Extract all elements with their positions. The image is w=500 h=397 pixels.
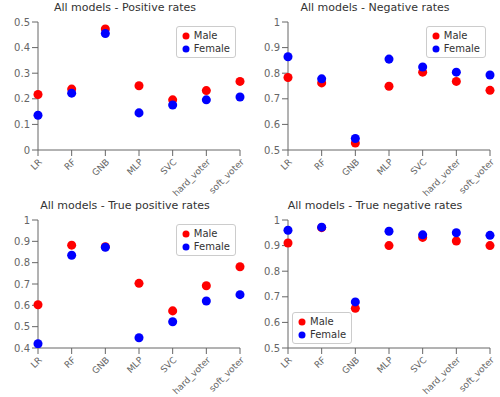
svg-text:LR: LR (29, 355, 44, 370)
html-text:Female: Female (193, 43, 230, 54)
svg-text:0.6: 0.6 (264, 119, 280, 130)
svg-text:GNB: GNB (90, 157, 111, 178)
html-text:All models - True positive rat: All models - True positive rates (40, 199, 210, 212)
svg-text:0.4: 0.4 (14, 343, 30, 354)
svg-text:GNB: GNB (340, 157, 361, 178)
svg-text:0.5: 0.5 (14, 321, 30, 332)
svg-text:MLP: MLP (375, 354, 395, 374)
svg-text:0.5: 0.5 (264, 145, 280, 156)
svg-text:1: 1 (274, 215, 280, 226)
svg-text:SVC: SVC (409, 355, 429, 375)
svg-text:0.9: 0.9 (264, 240, 280, 251)
svg-text:0.9: 0.9 (14, 236, 30, 247)
svg-text:MLP: MLP (375, 156, 395, 176)
svg-text:1: 1 (24, 215, 30, 226)
html-text:Male: Male (310, 316, 334, 327)
svg-text:hard_voter: hard_voter (421, 157, 463, 198)
svg-text:LR: LR (29, 157, 44, 172)
svg-text:0.7: 0.7 (14, 279, 30, 290)
svg-text:0.5: 0.5 (264, 343, 280, 354)
svg-text:GNB: GNB (340, 355, 361, 376)
svg-text:RF: RF (62, 157, 77, 172)
svg-text:0: 0 (24, 145, 30, 156)
svg-text:0.7: 0.7 (264, 93, 280, 104)
svg-text:0.5: 0.5 (14, 17, 30, 28)
svg-text:0.3: 0.3 (14, 68, 30, 79)
svg-text:RF: RF (312, 355, 327, 370)
svg-text:hard_voter: hard_voter (171, 355, 213, 396)
svg-text:SVC: SVC (409, 157, 429, 177)
svg-text:hard_voter: hard_voter (421, 355, 463, 396)
svg-text:GNB: GNB (90, 355, 111, 376)
svg-text:soft_voter: soft_voter (457, 355, 492, 394)
html-text:All models - Positive rates: All models - Positive rates (54, 1, 196, 14)
html-text:Female: Female (310, 329, 347, 340)
html-text:Female: Female (443, 43, 480, 54)
svg-text:SVC: SVC (159, 157, 179, 177)
svg-text:MLP: MLP (125, 156, 145, 176)
svg-text:SVC: SVC (159, 355, 179, 375)
svg-text:RF: RF (62, 355, 77, 370)
svg-text:0.8: 0.8 (264, 266, 280, 277)
svg-text:LR: LR (279, 355, 294, 370)
svg-text:0.6: 0.6 (14, 300, 30, 311)
svg-text:0.8: 0.8 (14, 257, 30, 268)
html-text:All models - Negative rates: All models - Negative rates (300, 1, 450, 14)
svg-text:soft_voter: soft_voter (207, 355, 246, 394)
svg-text:RF: RF (312, 157, 327, 172)
html-text:Male: Male (193, 30, 218, 41)
html-text:Male: Male (193, 228, 218, 239)
html-text:All models - True negative rat: All models - True negative rates (287, 199, 463, 212)
svg-text:hard_voter: hard_voter (171, 157, 213, 198)
svg-text:soft_voter: soft_voter (207, 157, 246, 196)
svg-text:0.8: 0.8 (264, 68, 280, 79)
svg-text:0.4: 0.4 (14, 42, 30, 53)
svg-text:0.1: 0.1 (14, 119, 30, 130)
svg-text:MLP: MLP (125, 354, 145, 374)
html-text:Male: Male (443, 30, 468, 41)
svg-text:LR: LR (279, 157, 294, 172)
html-text:Female: Female (193, 241, 230, 252)
svg-text:0.6: 0.6 (264, 317, 280, 328)
svg-text:soft_voter: soft_voter (457, 157, 492, 196)
svg-text:0.7: 0.7 (264, 291, 280, 302)
svg-text:0.2: 0.2 (14, 93, 30, 104)
svg-text:0.9: 0.9 (264, 42, 280, 53)
svg-text:1: 1 (274, 17, 280, 28)
